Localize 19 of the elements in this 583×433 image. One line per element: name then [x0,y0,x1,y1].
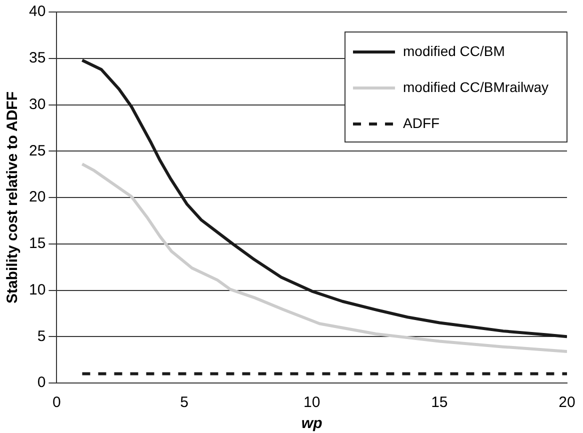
x-axis-title: wp [301,415,322,432]
y-tick-label: 20 [28,188,46,206]
x-tick-label: 5 [180,394,188,412]
y-tick-label: 5 [37,328,46,345]
x-tick-label: 15 [431,394,448,412]
legend-label: modified CC/BMrailway [403,78,548,95]
y-tick-label: 10 [28,281,46,298]
y-tick-label: 40 [28,3,46,20]
legend-label: modified CC/BM [403,42,505,59]
legend-label: ADFF [403,114,440,131]
x-tick-label: 0 [52,394,61,412]
y-tick-label: 25 [28,142,46,160]
y-tick-label: 35 [28,50,46,67]
x-tick-label: 10 [304,394,320,412]
y-tick-label: 15 [28,235,46,252]
y-axis-title: Stability cost relative to ADFF [4,92,22,304]
y-tick-label: 0 [37,374,46,392]
x-tick-label: 20 [558,394,576,412]
y-tick-label: 30 [28,96,46,113]
